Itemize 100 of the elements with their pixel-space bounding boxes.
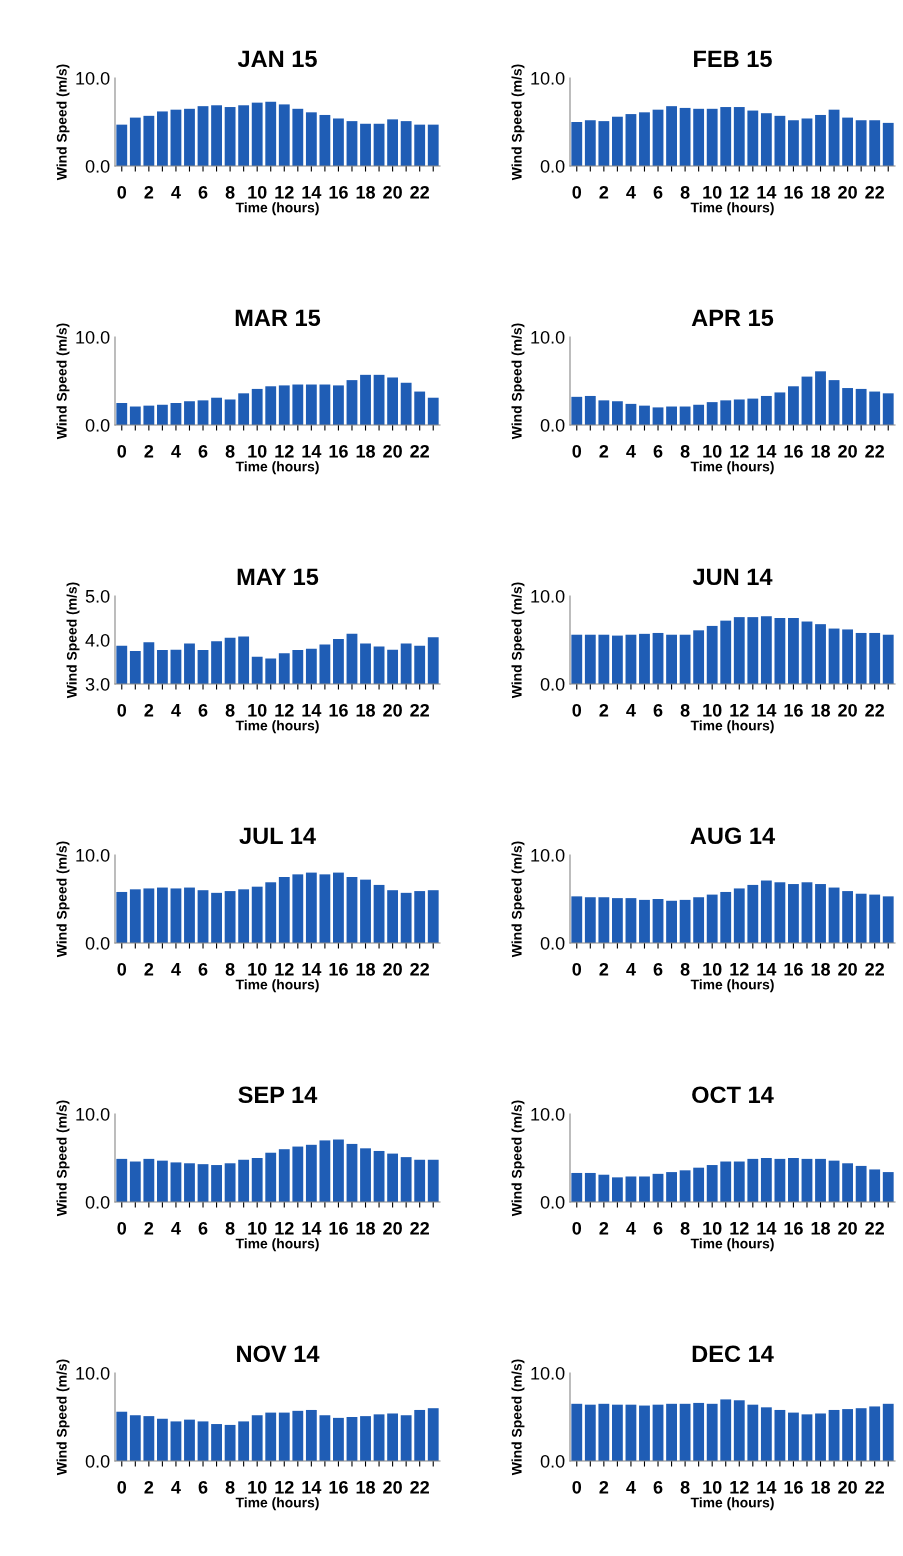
bar [788,884,799,943]
bar [693,1167,705,1202]
x-tick-label: 10 [703,1480,722,1494]
bar [855,632,867,684]
bar [788,618,799,684]
x-tick-label: 14 [302,445,322,458]
bar [129,1415,141,1461]
x-tick-label: 0 [572,703,582,717]
x-tick-label: 4 [626,704,636,717]
bar [706,1165,718,1202]
chart-title: OCT 14 [692,1086,774,1104]
bar [360,1416,371,1461]
x-tick-label: 12 [275,703,294,717]
x-tick-label: 0 [117,185,127,199]
x-tick-label: 22 [865,962,885,976]
chart-title: JAN 15 [237,50,317,68]
bar [760,1407,772,1461]
bar [625,634,637,684]
x-tick-label: 22 [865,1480,885,1494]
x-tick-label: 16 [784,185,803,199]
x-tick-label: 22 [865,444,885,458]
x-tick-label: 22 [865,703,885,717]
bar [720,107,732,166]
y-axis-title: Wind Speed (m/s) [56,64,70,181]
bar [639,112,650,166]
x-tick-label: 0 [117,962,127,976]
bar [733,617,745,684]
x-tick-label: 10 [248,703,267,717]
x-tick-label: 16 [329,444,348,458]
x-tick-label: 20 [838,444,857,458]
bar [666,1403,677,1461]
bar [305,872,317,943]
bar [184,887,195,943]
bar [197,890,209,943]
bar [706,108,718,166]
x-tick-label: 0 [572,185,582,199]
chart-title: DEC 14 [692,1345,774,1363]
bar [156,1160,168,1202]
bar [828,109,840,166]
bar [788,386,799,425]
x-tick-label: 14 [757,186,777,199]
bar [815,371,826,425]
y-axis-title: Wind Speed (m/s) [56,841,70,958]
x-tick-label: 0 [117,444,127,458]
bar [869,120,881,166]
x-axis-title: Time (hours) [235,202,319,216]
x-tick-label: 20 [838,703,857,717]
bar [679,899,691,943]
x-tick-label: 18 [356,703,376,717]
x-axis-title: Time (hours) [235,461,319,475]
x-tick-label: 8 [225,962,235,976]
x-tick-label: 22 [410,185,430,199]
bar [639,405,650,425]
bar [278,1149,290,1202]
bar [184,1419,195,1461]
bar [882,896,894,943]
bar [760,1158,772,1202]
x-tick-label: 4 [171,704,181,717]
bar [747,617,759,684]
y-tick-label: 0.0 [540,418,565,432]
bar [197,1164,209,1202]
x-tick-label: 22 [410,1221,430,1235]
y-tick-label: 0.0 [85,1195,110,1209]
bar [842,1409,854,1461]
bar [170,888,182,943]
x-tick-label: 14 [302,963,322,976]
bar [197,400,209,425]
y-tick-label: 10.0 [531,589,565,603]
x-tick-label: 8 [680,1221,690,1235]
bar [598,1403,610,1461]
bar [571,634,583,684]
x-tick-label: 4 [626,963,636,976]
bar [373,374,385,425]
bar [788,1412,799,1461]
bar [427,1408,439,1461]
bar [882,122,894,166]
x-axis-title: Time (hours) [690,1497,774,1511]
x-tick-label: 2 [144,703,154,717]
bar [129,406,141,425]
y-tick-label: 0.0 [540,159,565,173]
bar [251,1158,263,1202]
chart-title: JUN 14 [692,568,773,586]
x-tick-label: 18 [356,185,376,199]
x-tick-label: 16 [329,1480,348,1494]
bar [774,1409,786,1461]
bar [427,397,439,425]
bar [815,1158,826,1202]
bar [265,882,277,943]
x-tick-label: 20 [383,1480,402,1494]
y-tick-label: 0.0 [85,418,110,432]
x-tick-label: 6 [198,1480,208,1494]
x-tick-label: 2 [599,703,609,717]
x-tick-label: 14 [757,1222,777,1235]
x-tick-label: 4 [171,186,181,199]
bar [238,1159,250,1202]
y-tick-label: 3.0 [85,677,110,691]
x-axis-title: Time (hours) [235,720,319,734]
bar [346,380,358,425]
bar [747,1158,759,1202]
x-tick-label: 6 [198,444,208,458]
